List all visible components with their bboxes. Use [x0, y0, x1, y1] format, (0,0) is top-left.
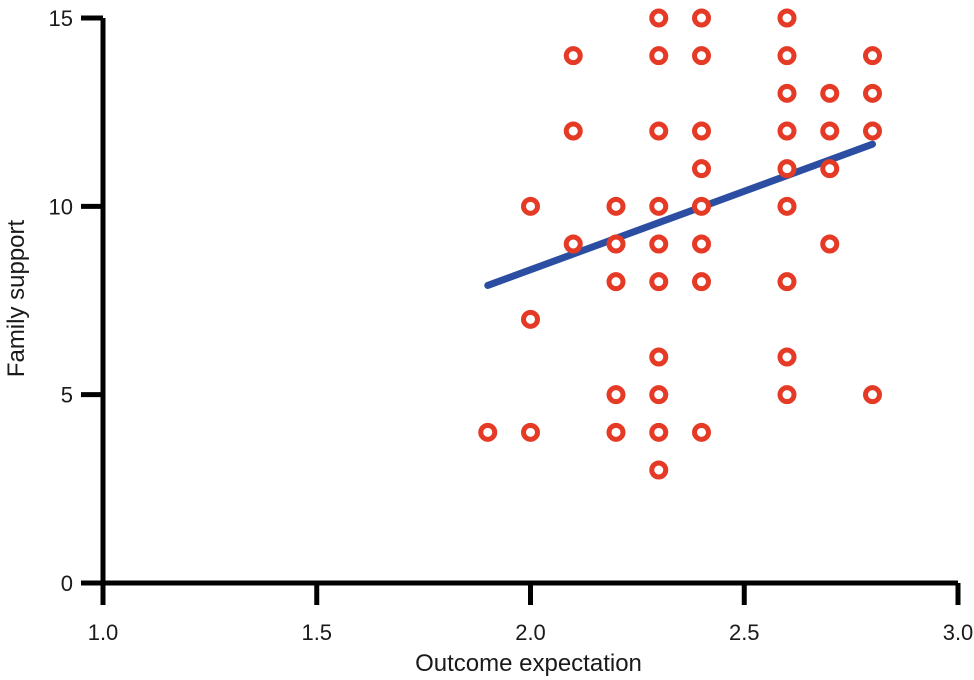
data-point	[777, 46, 797, 66]
data-point	[478, 422, 498, 442]
data-point	[692, 234, 711, 254]
data-point	[692, 159, 711, 179]
data-point	[692, 196, 711, 216]
x-axis-title: Outcome expectation	[415, 650, 642, 677]
y-tick-label: 15	[49, 6, 73, 31]
data-point	[606, 422, 626, 442]
axes	[100, 18, 958, 586]
data-point	[649, 234, 669, 254]
data-point	[649, 347, 669, 367]
data-point	[521, 422, 540, 442]
y-tick-label: 5	[61, 383, 73, 408]
data-point	[863, 385, 882, 405]
data-point	[649, 8, 669, 28]
data-point	[777, 272, 797, 292]
y-axis-ticks: 0 5 10 15	[49, 6, 103, 596]
data-point	[820, 234, 840, 254]
data-point	[692, 121, 711, 141]
data-point	[692, 272, 711, 292]
data-point	[777, 8, 797, 28]
data-point	[649, 460, 669, 480]
data-point	[521, 309, 540, 329]
data-point	[863, 46, 882, 66]
trendline-group	[484, 140, 876, 289]
data-point	[692, 8, 711, 28]
data-point	[649, 46, 669, 66]
data-point	[606, 196, 626, 216]
data-point	[863, 83, 882, 103]
data-point	[606, 385, 626, 405]
data-point	[820, 159, 840, 179]
data-point	[649, 196, 669, 216]
x-tick-label: 1.0	[88, 620, 119, 645]
x-tick-label: 2.0	[515, 620, 546, 645]
data-point	[563, 234, 583, 254]
x-tick-label: 3.0	[943, 620, 974, 645]
trendline	[484, 140, 876, 289]
y-tick-label: 0	[61, 571, 73, 596]
data-point	[777, 196, 797, 216]
data-point	[777, 385, 797, 405]
y-axis-title: Family support	[3, 219, 30, 377]
data-point	[649, 422, 669, 442]
y-tick-label: 10	[49, 194, 73, 219]
x-axis-ticks: 1.0 1.5 2.0 2.5 3.0	[88, 583, 974, 645]
data-point	[649, 272, 669, 292]
data-point	[777, 159, 797, 179]
data-point	[820, 83, 840, 103]
x-tick-label: 1.5	[301, 620, 332, 645]
data-point	[563, 46, 583, 66]
data-point	[649, 385, 669, 405]
data-point	[777, 347, 797, 367]
data-points	[478, 8, 882, 480]
data-point	[692, 422, 711, 442]
x-tick-label: 2.5	[729, 620, 760, 645]
data-point	[777, 83, 797, 103]
data-point	[649, 121, 669, 141]
data-point	[820, 121, 840, 141]
data-point	[606, 272, 626, 292]
data-point	[521, 196, 540, 216]
data-point	[777, 121, 797, 141]
data-point	[863, 121, 882, 141]
data-point	[563, 121, 583, 141]
data-point	[606, 234, 626, 254]
data-point	[692, 46, 711, 66]
